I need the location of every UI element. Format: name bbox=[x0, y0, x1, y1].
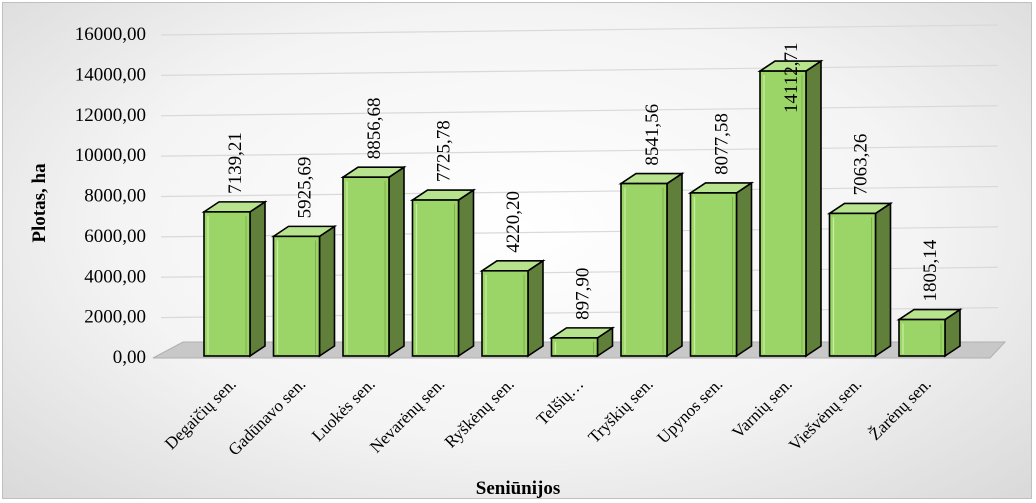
data-label: 7063,26 bbox=[851, 134, 872, 196]
bar-side bbox=[249, 200, 266, 358]
bars-layer bbox=[201, 59, 963, 358]
bar bbox=[757, 59, 824, 358]
bar-side bbox=[666, 172, 683, 358]
gridline bbox=[160, 145, 999, 157]
bar bbox=[409, 188, 477, 358]
bar bbox=[896, 308, 963, 358]
bar-front bbox=[828, 212, 877, 357]
data-label: 5925,69 bbox=[295, 157, 316, 219]
bar-chart: 0,00 2000,00 4000,00 6000,00 8000,00 10000,00… bbox=[29, 24, 1007, 499]
bar-front bbox=[203, 211, 251, 357]
bar-front bbox=[411, 199, 460, 357]
data-label: 4220,20 bbox=[503, 191, 524, 253]
bar-front bbox=[689, 192, 738, 357]
bar-side bbox=[457, 188, 475, 358]
gridline bbox=[160, 105, 999, 117]
data-label: 8077,58 bbox=[712, 113, 733, 175]
x-tick-label: Luokės sen. bbox=[308, 374, 379, 445]
y-tick-label: 12000,00 bbox=[75, 105, 146, 126]
bar bbox=[201, 200, 268, 358]
bar-side bbox=[805, 59, 822, 358]
gridline bbox=[160, 64, 999, 76]
gridline bbox=[160, 185, 999, 198]
x-tick-label: Ryškėnų sen. bbox=[441, 374, 518, 451]
bar-side bbox=[527, 259, 544, 358]
x-axis-title: Seniūnijos bbox=[476, 478, 560, 499]
bar-side bbox=[735, 181, 753, 358]
bar bbox=[479, 259, 546, 358]
bar-side bbox=[874, 201, 892, 358]
data-label: 1805,14 bbox=[920, 239, 941, 301]
bar-side bbox=[388, 165, 405, 358]
y-tick-label: 10000,00 bbox=[75, 145, 146, 166]
bar-front bbox=[759, 70, 807, 357]
y-tick-label: 0,00 bbox=[113, 347, 146, 368]
x-tick-label: Varnių sen. bbox=[728, 374, 796, 442]
data-label: 7139,21 bbox=[225, 132, 246, 194]
x-tick-label: Nevarėnų sen. bbox=[366, 374, 448, 456]
gridline bbox=[160, 24, 999, 36]
y-tick-label: 4000,00 bbox=[84, 266, 146, 287]
data-label: 14112,71 bbox=[781, 42, 802, 113]
data-label: 8541,56 bbox=[642, 104, 663, 166]
bar-front bbox=[620, 182, 668, 357]
x-axis-ticks: Degaičių sen.Gadūnavo sen.Luokės sen.Nev… bbox=[161, 374, 935, 459]
bar-front bbox=[481, 270, 529, 357]
bar-front bbox=[550, 337, 599, 357]
y-tick-label: 8000,00 bbox=[84, 186, 146, 207]
bar-side bbox=[318, 224, 336, 358]
x-tick-label: Viešvėnų sen. bbox=[785, 374, 865, 454]
data-label: 7725,78 bbox=[434, 120, 455, 182]
bar bbox=[340, 165, 407, 358]
bar bbox=[618, 172, 685, 358]
y-tick-label: 16000,00 bbox=[75, 24, 146, 45]
data-label: 897,90 bbox=[573, 268, 594, 320]
x-tick-label: Telšių… bbox=[533, 374, 588, 429]
data-label: 8856,68 bbox=[364, 97, 385, 159]
x-tick-label: Upynos sen. bbox=[653, 374, 726, 447]
bar bbox=[826, 201, 894, 358]
y-axis-title: Plotas, ha bbox=[29, 163, 50, 243]
y-tick-label: 14000,00 bbox=[75, 64, 146, 85]
bar-front bbox=[272, 235, 321, 357]
y-tick-label: 6000,00 bbox=[84, 226, 146, 247]
y-tick-label: 2000,00 bbox=[84, 307, 146, 328]
y-axis-ticks: 0,00 2000,00 4000,00 6000,00 8000,00 10000,00… bbox=[75, 24, 146, 368]
x-tick-label: Žarėnų sen. bbox=[865, 374, 935, 444]
data-labels: 7139,21 5925,69 8856,68 7725,78 4220,20 897,9… bbox=[225, 42, 941, 319]
bar bbox=[687, 181, 755, 358]
bar bbox=[270, 224, 338, 358]
bar bbox=[548, 326, 616, 358]
bar-front bbox=[342, 176, 390, 357]
bar-front bbox=[898, 318, 946, 357]
x-tick-label: Tryškių sen. bbox=[584, 374, 656, 446]
